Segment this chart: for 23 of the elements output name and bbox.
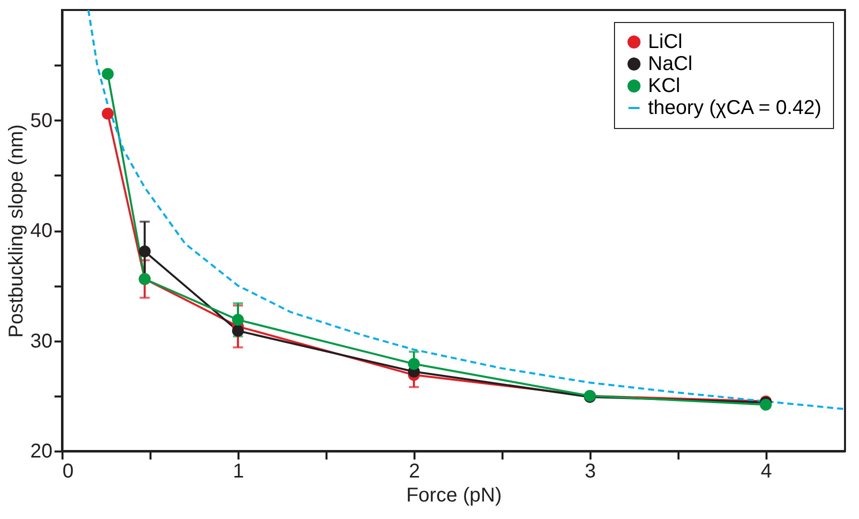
point	[102, 108, 114, 120]
y-tick-label: 50	[30, 110, 52, 132]
y-tick-label: 40	[30, 220, 52, 242]
point	[232, 314, 244, 326]
x-axis-title: Force (pN)	[406, 484, 502, 506]
point	[408, 358, 420, 370]
y-tick-label: 30	[30, 330, 52, 352]
x-tick-label: 1	[232, 460, 244, 482]
point	[102, 68, 114, 80]
point	[760, 398, 772, 411]
point	[138, 246, 151, 258]
x-tick-label: 2	[408, 460, 420, 482]
legend-label: NaCl	[648, 53, 692, 75]
y-tick-label: 20	[30, 440, 52, 462]
x-tick-label: 4	[760, 460, 772, 482]
legend-label: LiCl	[648, 31, 682, 53]
line-series	[87, 10, 845, 410]
point	[232, 324, 244, 337]
legend-label: theory (χCA = 0.42)	[648, 97, 822, 119]
y-axis-title: Postbuckling slope (nm)	[5, 124, 28, 338]
x-tick-label: 3	[584, 460, 596, 482]
x-tick-label: 0	[62, 460, 74, 482]
legend-label: KCl	[648, 75, 680, 97]
